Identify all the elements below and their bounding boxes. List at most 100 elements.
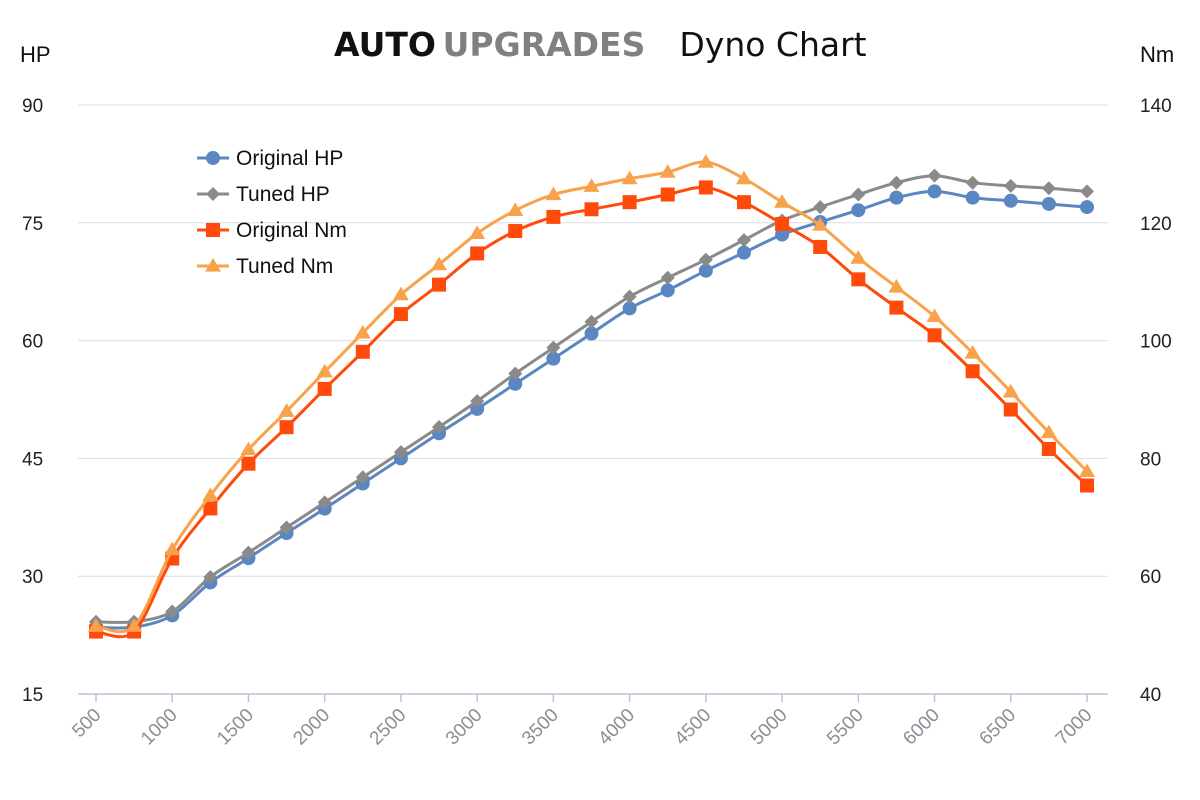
- legend-label: Tuned Nm: [236, 255, 333, 278]
- data-point-original-nm: [965, 364, 980, 379]
- y-right-axis-label: Nm: [1140, 42, 1174, 67]
- y-left-tick-label: 90: [22, 96, 43, 117]
- data-point-tuned-hp: [355, 470, 370, 485]
- y-left-axis-label: HP: [20, 42, 51, 67]
- data-point-tuned-nm: [545, 186, 562, 201]
- y-left-tick-label: 60: [22, 332, 43, 353]
- data-point-tuned-nm: [431, 256, 448, 271]
- y-right-tick-label: 80: [1140, 449, 1161, 470]
- axes: 15 40 30 60 45 80 60 100 75 120 90 140 500 1000 1500 20…: [22, 96, 1172, 749]
- series-original-hp: [89, 184, 1094, 635]
- data-point-original-hp: [584, 326, 599, 341]
- data-point-original-nm: [851, 272, 866, 287]
- data-point-tuned-hp: [1041, 181, 1056, 196]
- data-point-tuned-hp: [813, 200, 828, 215]
- data-point-original-hp: [736, 245, 751, 260]
- legend-swatch-marker: [206, 187, 220, 201]
- y-left-tick-label: 75: [22, 214, 43, 235]
- legend-swatch-marker: [206, 223, 220, 237]
- series-lines: [88, 154, 1095, 639]
- data-point-original-nm: [1003, 402, 1018, 417]
- x-tick-label: 1000: [137, 705, 182, 750]
- data-point-original-nm: [698, 180, 713, 195]
- y-right-tick-label: 40: [1140, 685, 1161, 706]
- data-point-tuned-nm: [812, 217, 829, 231]
- data-point-original-nm: [584, 202, 599, 217]
- data-point-tuned-nm: [1002, 383, 1019, 398]
- x-tick-label: 2000: [289, 705, 334, 750]
- data-point-original-nm: [432, 277, 447, 292]
- legend-item-tuned-nm: Tuned Nm: [197, 255, 333, 278]
- data-point-original-nm: [241, 456, 256, 471]
- data-point-tuned-hp: [584, 314, 599, 329]
- y-left-tick-label: 45: [22, 449, 43, 470]
- data-point-original-hp: [508, 376, 523, 391]
- data-point-original-hp: [470, 401, 485, 416]
- data-point-original-nm: [470, 246, 485, 261]
- data-point-tuned-nm: [1040, 424, 1057, 439]
- x-tick-label: 4000: [594, 705, 639, 750]
- legend-swatch-marker: [206, 151, 220, 165]
- data-point-tuned-nm: [202, 487, 219, 502]
- legend-label: Tuned HP: [236, 183, 330, 206]
- data-point-original-nm: [1041, 441, 1056, 456]
- series-tuned-nm: [88, 154, 1095, 634]
- legend-swatch-marker: [205, 258, 221, 272]
- grid-lines: [78, 104, 1108, 577]
- data-point-tuned-nm: [88, 618, 104, 632]
- data-point-tuned-nm: [888, 279, 905, 293]
- data-point-tuned-nm: [659, 164, 676, 178]
- data-point-tuned-hp: [317, 495, 332, 510]
- data-point-tuned-hp: [736, 233, 751, 248]
- data-point-tuned-nm: [697, 154, 714, 168]
- x-tick-label: 3500: [518, 705, 563, 750]
- legend-item-original-nm: Original Nm: [197, 219, 347, 242]
- data-point-tuned-hp: [622, 289, 637, 304]
- data-point-tuned-hp: [698, 252, 713, 267]
- chart-subtitle: Dyno Chart: [679, 25, 866, 64]
- y-right-tick-label: 100: [1140, 332, 1172, 353]
- data-point-tuned-nm: [621, 170, 638, 185]
- data-point-tuned-hp: [279, 520, 294, 535]
- data-point-tuned-nm: [583, 178, 600, 192]
- data-point-original-hp: [622, 301, 637, 316]
- x-tick-label: 6000: [899, 705, 944, 750]
- data-point-original-hp: [889, 190, 904, 205]
- data-point-original-nm: [317, 381, 332, 396]
- data-point-tuned-hp: [889, 175, 904, 190]
- x-tick-label: 5000: [747, 705, 792, 750]
- legend-item-tuned-hp: Tuned HP: [197, 183, 330, 206]
- data-point-tuned-nm: [126, 618, 143, 632]
- data-point-tuned-hp: [165, 604, 180, 619]
- data-point-original-hp: [775, 227, 790, 242]
- x-tick-label: 500: [68, 705, 105, 742]
- data-point-original-nm: [508, 224, 523, 239]
- data-point-tuned-nm: [926, 308, 943, 323]
- data-point-tuned-nm: [164, 541, 181, 556]
- data-point-original-hp: [927, 184, 942, 199]
- x-tick-label: 3000: [442, 705, 487, 750]
- data-point-original-nm: [203, 501, 218, 516]
- data-point-original-nm: [927, 328, 942, 343]
- data-point-tuned-nm: [1079, 463, 1095, 477]
- data-point-original-nm: [622, 195, 637, 210]
- data-point-tuned-hp: [508, 366, 523, 381]
- data-point-tuned-nm: [354, 324, 371, 339]
- data-point-tuned-nm: [774, 194, 791, 208]
- x-tick-label: 2500: [366, 705, 411, 750]
- x-tick-label: 6500: [976, 705, 1021, 750]
- x-tick-label: 7000: [1052, 705, 1097, 750]
- brand-auto: AUTO: [334, 25, 436, 64]
- data-point-original-nm: [1080, 478, 1094, 493]
- x-tick-label: 4500: [671, 705, 716, 750]
- data-point-original-hp: [1041, 196, 1056, 211]
- y-left-tick-label: 15: [22, 685, 43, 706]
- data-point-tuned-hp: [432, 419, 447, 434]
- y-right-tick-label: 120: [1140, 214, 1172, 235]
- data-point-original-nm: [736, 195, 751, 210]
- data-point-original-hp: [1003, 193, 1018, 208]
- data-point-original-nm: [393, 307, 408, 322]
- legend-label: Original HP: [236, 147, 343, 170]
